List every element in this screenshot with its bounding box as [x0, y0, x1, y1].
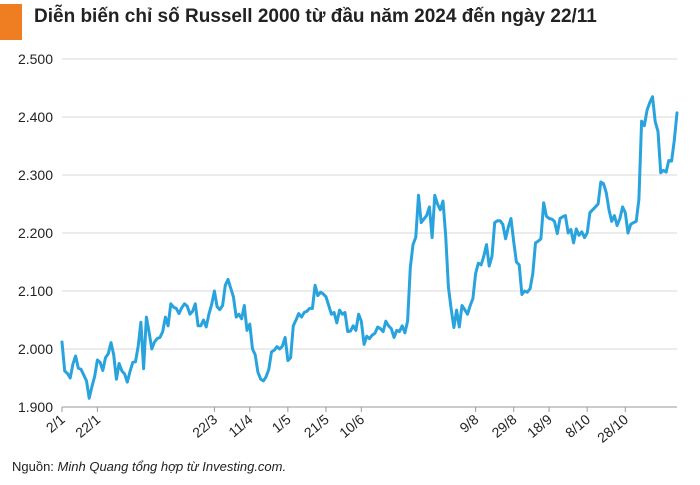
y-tick-label: 2.300 [18, 167, 53, 183]
x-axis-labels: 2/1 22/1 22/3 11/4 1/5 21/5 10/6 9/8 29/8 18/9 8/1… [43, 411, 632, 446]
chart-title: Diễn biến chỉ số Russell 2000 từ đầu năm… [34, 6, 597, 27]
y-tick-label: 2.500 [18, 51, 53, 67]
x-axis [61, 406, 677, 412]
x-tick-label: 11/4 [225, 411, 256, 440]
x-tick-label: 28/10 [594, 411, 631, 446]
gridlines [62, 58, 677, 350]
series-lines [60, 95, 679, 400]
x-tick-label: 1/5 [269, 411, 294, 436]
source-text: Minh Quang tổng hợp từ Investing.com. [57, 459, 287, 474]
x-tick-label: 8/10 [562, 411, 593, 441]
x-tick-label: 10/6 [336, 411, 367, 441]
x-tick-label: 22/3 [189, 411, 220, 441]
x-tick-label: 22/1 [72, 411, 103, 441]
y-tick-label: 2.000 [18, 341, 53, 357]
y-axis-labels: 1.900 2.000 2.100 2.200 2.300 2.400 2.500 [18, 51, 53, 415]
x-tick-label: 29/8 [488, 411, 519, 441]
source-note: Nguồn: Minh Quang tổng hợp từ Investing.… [12, 459, 286, 474]
russell-2000-line [60, 95, 679, 400]
x-tick-label: 18/9 [524, 411, 555, 441]
y-tick-label: 2.400 [18, 109, 53, 125]
x-tick-label: 21/5 [301, 411, 332, 441]
source-prefix: Nguồn: [12, 459, 58, 474]
y-tick-label: 1.900 [18, 399, 53, 415]
title-accent-bar [0, 4, 22, 40]
y-tick-label: 2.200 [18, 225, 53, 241]
x-tick-label: 9/8 [456, 411, 481, 436]
y-tick-label: 2.100 [18, 283, 53, 299]
